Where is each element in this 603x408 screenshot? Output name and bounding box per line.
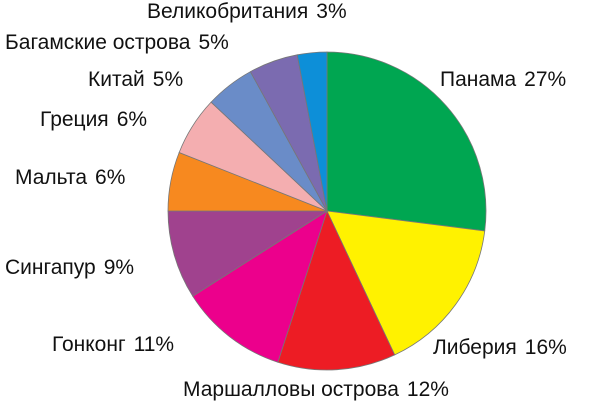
value-label: 27% xyxy=(524,68,566,91)
pie-slice xyxy=(277,209,396,371)
value-label: 9% xyxy=(104,256,134,279)
category-name: Либерия xyxy=(433,336,517,359)
category-name: Великобритания xyxy=(147,0,308,23)
slice-label: Либерия 16% xyxy=(433,336,567,359)
slice-label: Китай 5% xyxy=(88,68,183,91)
category-name: Китай xyxy=(88,68,145,91)
value-label: 5% xyxy=(198,31,228,54)
category-name: Панама xyxy=(440,68,516,91)
slice-label: Великобритания 3% xyxy=(147,0,347,23)
value-label: 16% xyxy=(525,336,567,359)
value-label: 6% xyxy=(117,108,147,131)
value-label: 11% xyxy=(134,333,174,356)
slice-label: Маршалловы острова 12% xyxy=(183,378,449,401)
category-name: Мальта xyxy=(15,166,87,189)
pie-slice xyxy=(296,51,328,212)
value-label: 6% xyxy=(95,166,125,189)
pie-slice xyxy=(167,210,329,297)
category-name: Греция xyxy=(40,108,109,131)
pie-slice xyxy=(326,210,486,356)
slice-label: Мальта 6% xyxy=(15,166,125,189)
category-name: Маршалловы острова xyxy=(183,378,399,401)
slice-label: Сингапур 9% xyxy=(5,256,134,279)
category-name: Сингапур xyxy=(5,256,96,279)
value-label: 12% xyxy=(407,378,449,401)
pie-slice xyxy=(192,210,328,363)
pie-slice xyxy=(326,51,487,232)
slice-label: Багамские острова 5% xyxy=(5,31,229,54)
slice-label: Гонконг 11% xyxy=(52,333,174,356)
value-label: 5% xyxy=(153,68,183,91)
category-name: Гонконг xyxy=(52,333,126,356)
slice-label: Панама 27% xyxy=(440,68,566,91)
category-name: Багамские острова xyxy=(5,31,191,54)
slice-label: Греция 6% xyxy=(40,108,147,131)
value-label: 3% xyxy=(316,0,346,23)
